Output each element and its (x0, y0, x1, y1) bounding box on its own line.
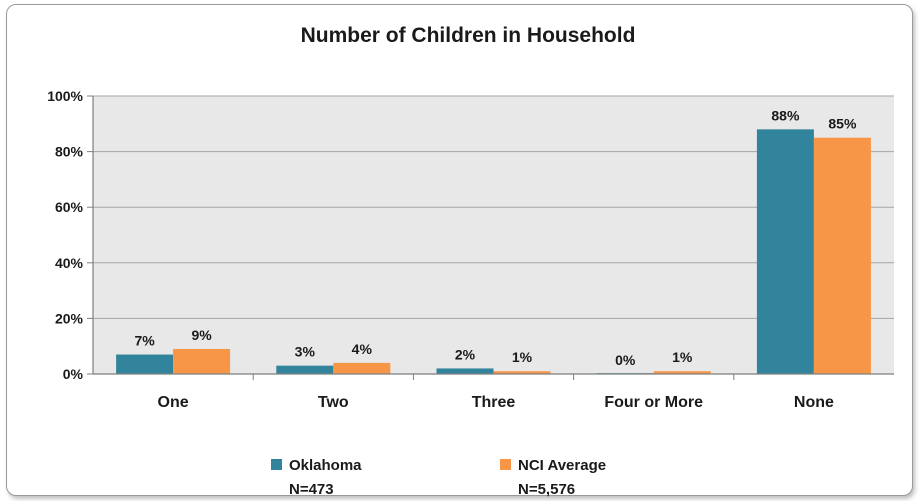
data-label: 88% (771, 107, 800, 123)
bar (653, 371, 711, 374)
y-tick-label: 100% (47, 88, 83, 104)
bar (436, 368, 494, 374)
x-category-label: Two (318, 394, 349, 411)
bar (756, 129, 814, 374)
legend-entry-name: NCI Average (518, 457, 606, 474)
bars (116, 129, 871, 374)
bar (276, 365, 334, 374)
data-label: 4% (352, 341, 373, 357)
bar (493, 371, 551, 374)
legend-entry-n: N=473 (289, 481, 334, 498)
y-tick-label: 0% (63, 366, 84, 382)
data-label: 7% (134, 333, 155, 349)
legend: Oklahoma N=473 NCI Average N=5,576 (271, 457, 606, 498)
legend-swatch (500, 459, 511, 470)
legend-entry-name: Oklahoma (289, 457, 362, 474)
data-label: 1% (672, 349, 693, 365)
data-label: 9% (191, 327, 212, 343)
legend-entry-n: N=5,576 (518, 481, 575, 498)
data-label: 1% (512, 349, 533, 365)
bar (333, 362, 391, 374)
data-label: 0% (615, 352, 636, 368)
data-labels: 7% 9% 3% 4% 2% 1% 0% 1% 88% 85% (134, 107, 856, 368)
y-tick-label: 40% (55, 255, 84, 271)
data-label: 3% (295, 344, 316, 360)
x-axis-categories: One Two Three Four or More None (158, 374, 834, 411)
bar (116, 354, 174, 374)
y-tick-label: 60% (55, 199, 84, 215)
x-category-label: Four or More (604, 394, 703, 411)
chart-title: Number of Children in Household (301, 24, 636, 47)
bar (173, 348, 231, 374)
y-tick-label: 80% (55, 144, 84, 160)
data-label: 85% (828, 116, 857, 132)
legend-swatch (271, 459, 282, 470)
bar (813, 137, 871, 374)
data-label: 2% (455, 346, 476, 362)
x-category-label: One (158, 394, 189, 411)
x-category-label: None (794, 394, 834, 411)
axes (92, 96, 894, 375)
y-tick-label: 20% (55, 310, 84, 326)
x-category-label: Three (472, 394, 516, 411)
y-axis-ticks: 0% 20% 40% 60% 80% 100% (47, 88, 93, 382)
